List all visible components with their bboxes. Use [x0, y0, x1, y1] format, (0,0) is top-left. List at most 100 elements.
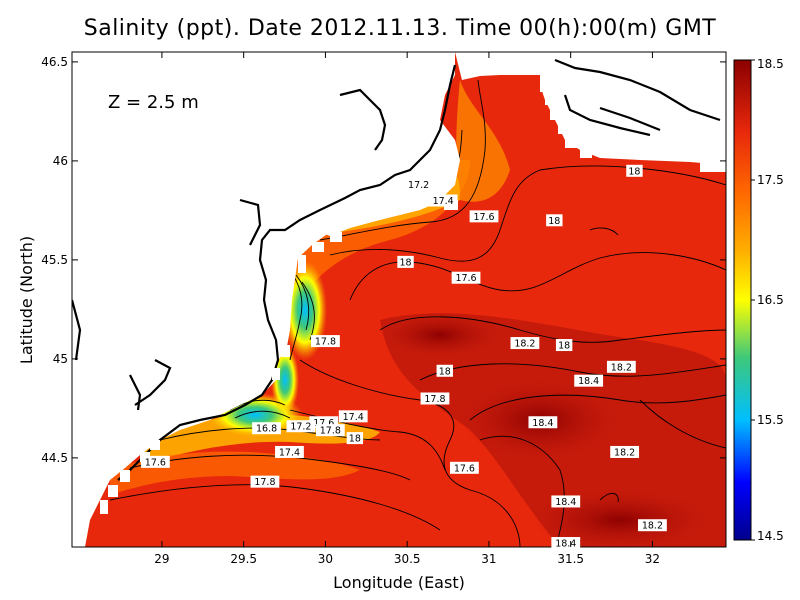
contour-label: 18 [626, 164, 643, 177]
contour-label-text: 17.6 [454, 463, 475, 474]
contour-labels: 17.2 17.4 17.6 18 18 18 17.6 17.8 18.2 18 18 18.2 18… [140, 164, 667, 550]
contour-label-text: 17.2 [290, 422, 311, 433]
contour-label: 18.2 [638, 519, 667, 532]
colorbar-tick-label: 18.5 [757, 57, 784, 71]
contour-label-text: 17.6 [145, 457, 166, 468]
x-tick-label: 32 [645, 552, 660, 566]
contour-label: 17.6 [140, 455, 170, 468]
contour-label-background [551, 537, 581, 550]
contour-label-background [469, 210, 499, 223]
contour-label-background [346, 432, 364, 445]
contour-label-text: 18.2 [614, 447, 635, 458]
contour-label-text: 18 [558, 341, 570, 352]
x-axis-ticks: 29 29.5 30 30.5 31 31.5 32 [154, 52, 660, 566]
y-tick-label: 46.5 [41, 55, 68, 69]
contour-label-background [428, 194, 458, 207]
contour-label: 17.8 [311, 335, 340, 348]
contour-label-text: 18 [628, 166, 640, 177]
contour-label: 17.8 [250, 475, 280, 488]
colorbar-tick-label: 16.5 [757, 293, 784, 307]
contour-label-text: 17.8 [320, 426, 341, 437]
x-tick-label: 30.5 [394, 552, 421, 566]
colorbar-tick-label: 14.5 [757, 529, 784, 543]
y-axis-label: Latitude (North) [17, 236, 36, 364]
contour-label-text: 18.2 [611, 362, 632, 373]
contour-label-text: 17.2 [408, 180, 429, 191]
contour-label-text: 18.4 [555, 497, 576, 508]
contour-label-background [311, 335, 340, 348]
coastline [72, 58, 721, 481]
chart-title: Salinity (ppt). Date 2012.11.13. Time 00… [83, 16, 717, 41]
contour-label: 17.2 [404, 178, 434, 191]
y-tick-label: 46 [53, 154, 68, 168]
contour-label-background [555, 339, 573, 352]
contour-label: 18.4 [551, 495, 581, 508]
contour-label: 18 [555, 339, 573, 352]
x-tick-label: 31 [481, 552, 496, 566]
contour-label-text: 17.4 [433, 196, 454, 207]
contour-label: 17.6 [450, 461, 479, 474]
y-tick-label: 44.5 [41, 451, 68, 465]
contour-label-text: 17.4 [279, 447, 300, 458]
contour-label-background [510, 337, 540, 350]
y-axis-ticks: 44.5 45 45.5 46 46.5 [41, 55, 726, 465]
contour-label: 18.2 [610, 445, 640, 458]
contour-label: 18 [346, 432, 364, 445]
contour-label-background [546, 214, 563, 227]
contour-label: 18.4 [551, 537, 581, 550]
contour-label: 17.4 [275, 445, 304, 458]
land-northeast [540, 52, 726, 165]
contour-label: 17.6 [451, 271, 481, 284]
coastal-band-south-outer [110, 451, 360, 495]
x-tick-label: 31.5 [557, 552, 584, 566]
contour-label-background [450, 461, 479, 474]
contour-label-background [606, 360, 636, 373]
contour-label-text: 18.2 [514, 339, 535, 350]
contour-label-background [574, 374, 604, 387]
contour-label-background [286, 420, 316, 433]
colorbar [733, 59, 752, 541]
land-north [455, 52, 540, 80]
contour-label: 18.4 [574, 374, 604, 387]
contour-label-text: 18.4 [578, 376, 599, 387]
x-tick-label: 29 [154, 552, 169, 566]
contour-label-text: 18 [439, 366, 451, 377]
contour-label-background [638, 519, 667, 532]
y-tick-label: 45.5 [41, 253, 68, 267]
contour-label-text: 17.8 [254, 477, 275, 488]
x-tick-label: 29.5 [230, 552, 257, 566]
contour-label-background [397, 255, 414, 268]
contour-label: 17.8 [420, 392, 450, 405]
contour-label-text: 17.4 [343, 412, 364, 423]
contour-label-background [140, 455, 170, 468]
colorbar-tick-label: 17.5 [757, 173, 784, 187]
contour-label-text: 18 [399, 257, 411, 268]
contour-label-background [626, 164, 643, 177]
land-shelf-edge [320, 195, 448, 236]
high-salinity-core-2 [380, 313, 500, 357]
contour-label: 17.2 [286, 420, 316, 433]
contour-label: 18.2 [606, 360, 636, 373]
depth-label: Z = 2.5 m [108, 92, 199, 113]
contour-label-text: 17.6 [455, 273, 476, 284]
coastal-band-north [290, 160, 470, 300]
contour-label: 17.4 [338, 410, 368, 423]
colorbar-tick-label: 15.5 [757, 413, 784, 427]
coastal-band-danube [456, 80, 510, 202]
land-west [72, 52, 460, 547]
plot-area [72, 52, 726, 547]
contour-label-text: 16.8 [256, 424, 277, 435]
contour-label: 18 [397, 255, 414, 268]
x-tick-label: 30 [318, 552, 333, 566]
contour-label-text: 18.4 [555, 539, 576, 550]
contour-label-text: 18 [349, 434, 361, 445]
contour-label: 18 [546, 214, 563, 227]
contour-label-background [338, 410, 368, 423]
contour-label-text: 18 [548, 216, 560, 227]
contour-label: 17.8 [315, 424, 345, 437]
land-mask [72, 52, 726, 547]
contour-label-text: 17.8 [424, 394, 445, 405]
contour-label-text: 18.2 [642, 521, 663, 532]
contour-label-text: 18.4 [532, 418, 553, 429]
